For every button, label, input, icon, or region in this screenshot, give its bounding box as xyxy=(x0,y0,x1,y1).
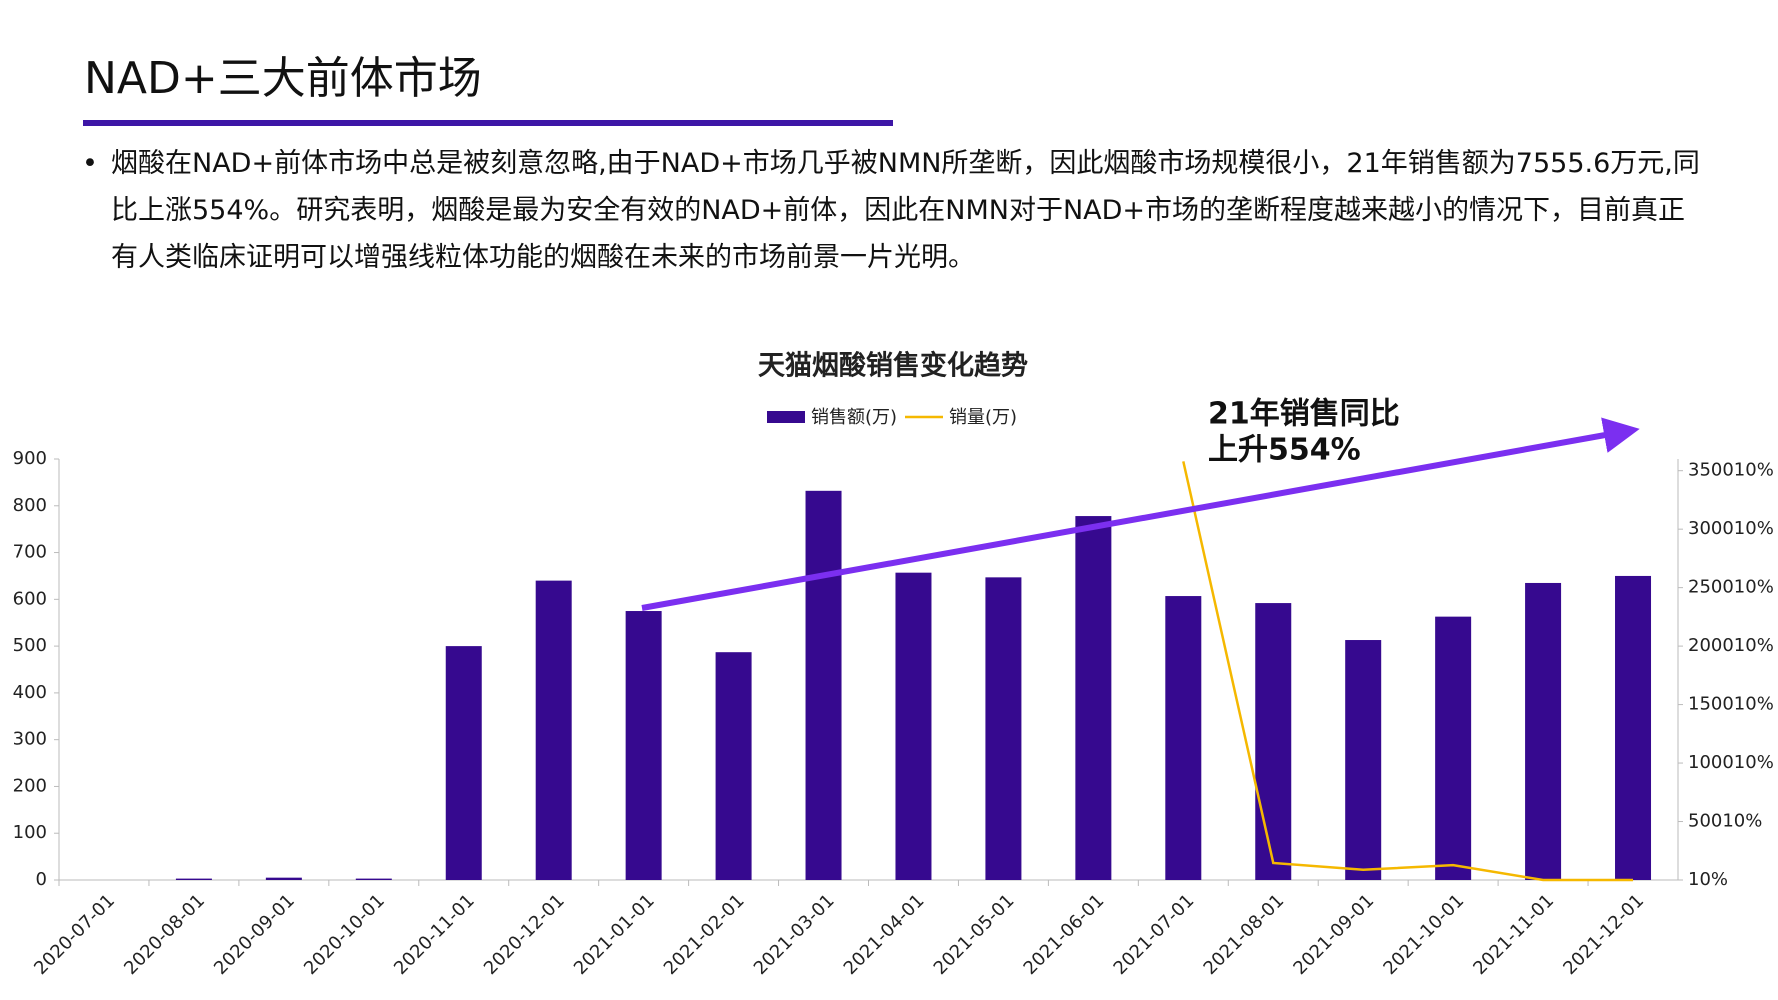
y-tick-label: 500 xyxy=(13,635,47,656)
bar xyxy=(535,580,572,880)
x-tick-label: 2020-11-01 xyxy=(390,890,479,979)
y-tick-label: 400 xyxy=(13,682,47,703)
x-tick-label: 2020-10-01 xyxy=(300,890,389,979)
y-tick-label: 100 xyxy=(13,822,47,843)
x-tick-label: 2021-07-01 xyxy=(1110,890,1199,979)
y-tick-label: 700 xyxy=(13,542,47,563)
x-tick-label: 2021-11-01 xyxy=(1469,890,1558,979)
y-tick-label: 0 xyxy=(36,869,47,890)
y2-tick-label: 350010% xyxy=(1688,460,1774,481)
y-tick-label: 900 xyxy=(13,448,47,469)
chart-title: 天猫烟酸销售变化趋势 xyxy=(758,350,1028,382)
bar xyxy=(985,577,1022,880)
annotation: 上升554% xyxy=(1208,433,1361,468)
bar xyxy=(355,878,392,880)
y2-tick-label: 100010% xyxy=(1688,752,1774,773)
bar xyxy=(805,490,842,880)
x-tick-label: 2021-04-01 xyxy=(840,890,929,979)
y2-tick-label: 50010% xyxy=(1688,811,1762,832)
bar xyxy=(1165,596,1202,880)
x-tick-label: 2021-06-01 xyxy=(1020,890,1109,979)
bar xyxy=(445,646,482,880)
y2-tick-label: 250010% xyxy=(1688,577,1774,598)
x-tick-label: 2020-09-01 xyxy=(210,890,299,979)
legend-label: 销售额(万) xyxy=(811,407,897,428)
x-tick-label: 2020-07-01 xyxy=(30,890,119,979)
y-tick-label: 600 xyxy=(13,588,47,609)
legend-swatch xyxy=(767,411,805,423)
bar xyxy=(1075,516,1112,880)
y-tick-label: 300 xyxy=(13,729,47,750)
y-tick-label: 800 xyxy=(13,495,47,516)
x-tick-label: 2021-05-01 xyxy=(930,890,1019,979)
x-tick-label: 2021-08-01 xyxy=(1200,890,1289,979)
bar xyxy=(1525,582,1562,880)
annotation: 21年销售同比 xyxy=(1208,397,1400,432)
title-underline xyxy=(83,120,893,126)
line xyxy=(1182,461,1634,882)
bar xyxy=(175,878,212,880)
bar xyxy=(1435,616,1472,880)
bar xyxy=(625,611,662,880)
bar xyxy=(265,877,302,880)
y2-tick-label: 200010% xyxy=(1688,635,1774,656)
x-tick-label: 2020-12-01 xyxy=(480,890,569,979)
x-tick-label: 2021-03-01 xyxy=(750,890,839,979)
trend-arrow xyxy=(641,417,1640,611)
x-tick-label: 2021-12-01 xyxy=(1559,890,1648,979)
bar xyxy=(1615,575,1652,880)
legend-label: 销量(万) xyxy=(949,407,1017,428)
bullet: • 烟酸在NAD+前体市场中总是被刻意忽略,由于NAD+市场几乎被NMN所垄断，因… xyxy=(82,140,1702,281)
bullet-text: 烟酸在NAD+前体市场中总是被刻意忽略,由于NAD+市场几乎被NMN所垄断，因此… xyxy=(111,148,1700,273)
bar xyxy=(715,652,752,880)
bar xyxy=(895,572,932,880)
y2-tick-label: 150010% xyxy=(1688,694,1774,715)
y-tick-label: 200 xyxy=(13,775,47,796)
x-tick-label: 2021-01-01 xyxy=(570,890,659,979)
x-tick-label: 2021-09-01 xyxy=(1289,890,1378,979)
y2-tick-label: 10% xyxy=(1688,869,1728,890)
x-tick-label: 2020-08-01 xyxy=(120,890,209,979)
x-tick-label: 2021-02-01 xyxy=(660,890,749,979)
bar xyxy=(1345,640,1382,880)
x-tick-label: 2021-10-01 xyxy=(1379,890,1468,979)
bar xyxy=(1255,603,1292,880)
page-title: NAD+三大前体市场 xyxy=(84,53,482,104)
y2-tick-label: 300010% xyxy=(1688,518,1774,539)
